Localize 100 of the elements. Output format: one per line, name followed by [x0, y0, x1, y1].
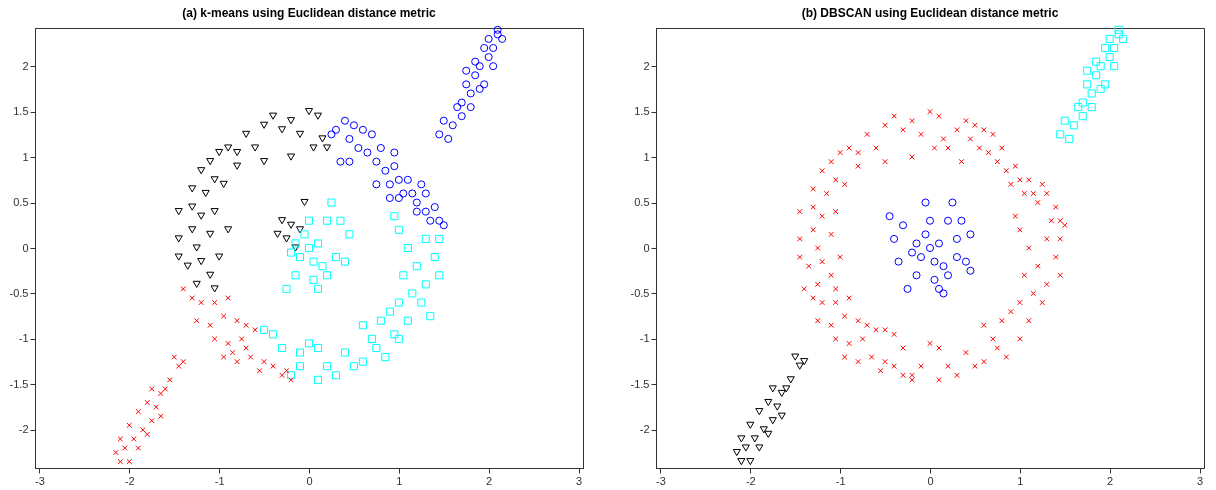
point — [201, 189, 210, 198]
point — [270, 363, 276, 370]
point — [206, 230, 215, 238]
point — [300, 198, 309, 207]
y-tick-label: -2 — [639, 423, 650, 436]
point — [220, 313, 227, 320]
point — [247, 354, 254, 360]
point — [381, 166, 390, 175]
point — [484, 34, 493, 43]
point — [349, 121, 358, 130]
point — [921, 230, 930, 239]
point — [439, 221, 448, 230]
point — [1083, 66, 1092, 75]
point — [1119, 34, 1128, 43]
point — [180, 358, 187, 365]
point — [193, 317, 200, 324]
point — [269, 112, 278, 120]
point — [1078, 98, 1087, 107]
point — [340, 348, 349, 357]
point — [390, 148, 399, 157]
point — [261, 358, 267, 365]
point — [144, 431, 151, 438]
point — [408, 289, 417, 298]
point — [786, 376, 795, 384]
point — [291, 239, 300, 248]
y-tick-label: -1 — [18, 332, 29, 345]
point — [957, 216, 966, 225]
point — [354, 143, 363, 153]
point — [233, 162, 242, 170]
point — [318, 262, 327, 271]
point — [390, 162, 399, 171]
point — [943, 271, 952, 280]
point — [435, 271, 444, 280]
point — [1096, 62, 1105, 71]
x-tick-label: -1 — [214, 474, 225, 487]
point — [417, 180, 426, 189]
point — [1096, 84, 1105, 93]
point — [399, 189, 408, 198]
point — [288, 376, 294, 383]
point — [295, 348, 305, 357]
point — [1105, 34, 1114, 43]
point — [421, 189, 430, 198]
point — [113, 449, 119, 456]
point — [157, 413, 164, 420]
point — [229, 349, 236, 356]
point — [309, 275, 318, 284]
point — [224, 144, 233, 152]
point — [295, 362, 305, 371]
point — [412, 207, 421, 216]
point — [279, 372, 285, 379]
point — [746, 458, 755, 466]
point — [421, 207, 430, 216]
point — [238, 336, 245, 342]
point — [426, 312, 435, 321]
point — [916, 253, 926, 262]
point — [243, 345, 249, 351]
point — [1078, 112, 1087, 121]
point — [166, 376, 173, 383]
point — [390, 212, 399, 221]
y-tick-label: 0 — [22, 241, 29, 254]
y-tick-label: 2 — [22, 59, 29, 72]
point — [322, 216, 331, 225]
point — [234, 317, 240, 324]
point — [295, 130, 305, 138]
point — [295, 253, 305, 262]
point — [197, 258, 206, 266]
point — [336, 216, 345, 225]
point — [295, 226, 305, 234]
point — [287, 117, 296, 125]
point — [327, 130, 336, 139]
point — [966, 266, 975, 275]
point — [300, 230, 309, 239]
point — [759, 426, 768, 434]
point — [219, 180, 228, 188]
y-tick-label: -1.5 — [9, 377, 29, 390]
point — [1114, 25, 1123, 34]
x-tick-label: -3 — [656, 474, 666, 487]
y-tick-label: 0 — [643, 241, 650, 254]
point — [345, 134, 354, 143]
point — [466, 103, 475, 112]
point — [948, 198, 957, 207]
point — [291, 244, 300, 252]
point — [791, 353, 800, 361]
point — [737, 435, 746, 443]
point — [1110, 62, 1119, 71]
point — [385, 193, 394, 203]
point — [462, 66, 471, 75]
point — [435, 130, 444, 139]
point — [287, 221, 296, 229]
point — [225, 340, 231, 347]
point — [153, 404, 160, 410]
point — [912, 239, 921, 248]
point — [403, 243, 412, 253]
point — [394, 193, 403, 203]
point — [291, 271, 300, 280]
point — [188, 226, 197, 234]
point — [376, 316, 385, 325]
point — [385, 180, 394, 189]
point — [777, 412, 786, 420]
point — [345, 157, 354, 166]
